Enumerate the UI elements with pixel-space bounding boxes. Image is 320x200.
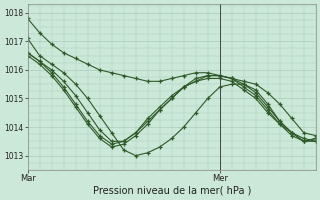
X-axis label: Pression niveau de la mer( hPa ): Pression niveau de la mer( hPa )	[92, 186, 251, 196]
